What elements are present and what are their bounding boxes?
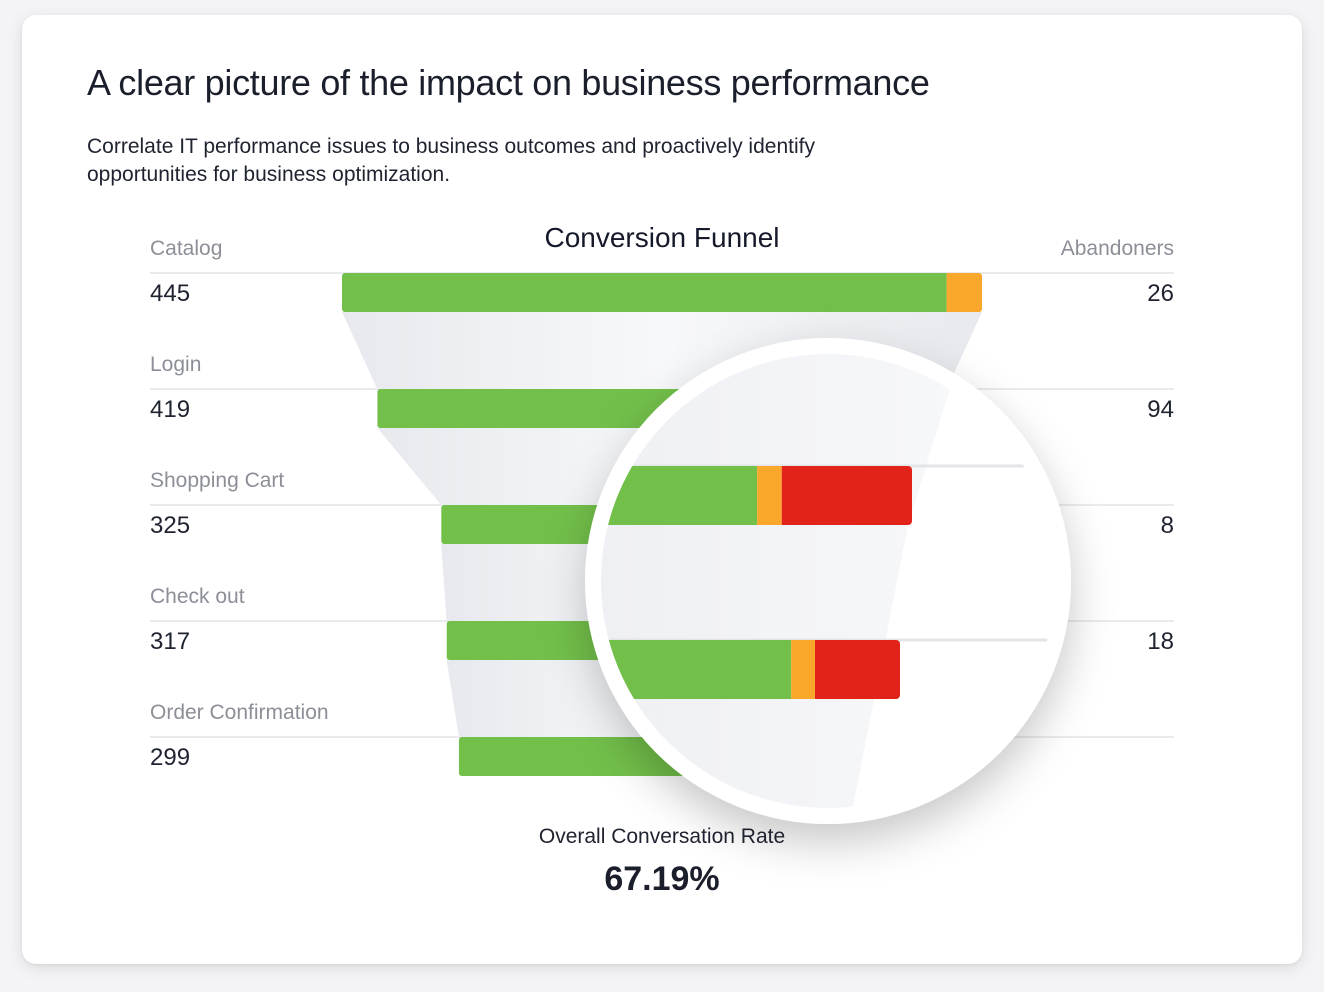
abandoners-count: 26 — [1147, 280, 1174, 307]
stage-label: Catalog — [150, 237, 223, 260]
stage-label: Check out — [150, 585, 245, 608]
stage-count: 317 — [150, 628, 191, 655]
lens-bar-converted — [601, 466, 758, 525]
lens-bar-abandoned — [815, 640, 900, 699]
page-subtitle: Correlate IT performance issues to busin… — [87, 135, 815, 186]
abandoners-count: 18 — [1147, 628, 1174, 655]
lens-bar-converted — [601, 640, 792, 699]
lens-bar-abandoned — [781, 466, 912, 525]
stage-label: Shopping Cart — [150, 469, 285, 492]
overall-rate-label: Overall Conversation Rate — [538, 825, 786, 848]
stage-label: Order Confirmation — [150, 701, 329, 724]
overall-rate-value: 67.19% — [604, 860, 720, 898]
bar-abandoned — [946, 273, 982, 312]
abandoners-count: 8 — [1160, 512, 1174, 539]
stage-count: 325 — [150, 512, 191, 539]
abandoners-header: Abandoners — [1060, 237, 1174, 260]
stage-count: 299 — [150, 744, 191, 771]
page-title: A clear picture of the impact on busines… — [87, 62, 930, 103]
bar-converted — [342, 273, 947, 312]
stage-label: Login — [150, 353, 202, 376]
lens-bar-warning — [757, 466, 782, 525]
stage-count: 445 — [150, 280, 191, 307]
lens-bar-warning — [791, 640, 815, 699]
abandoners-count: 94 — [1147, 396, 1174, 423]
stage-count: 419 — [150, 396, 191, 423]
chart-title: Conversion Funnel — [544, 222, 780, 253]
